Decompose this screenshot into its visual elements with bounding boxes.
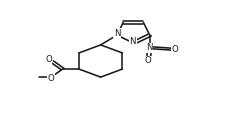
Text: N: N	[129, 37, 136, 46]
Text: O: O	[145, 56, 151, 65]
Text: O: O	[47, 74, 54, 83]
Text: O: O	[45, 56, 52, 65]
Text: N: N	[114, 29, 120, 38]
Text: N: N	[146, 43, 153, 52]
Text: O: O	[171, 45, 178, 54]
